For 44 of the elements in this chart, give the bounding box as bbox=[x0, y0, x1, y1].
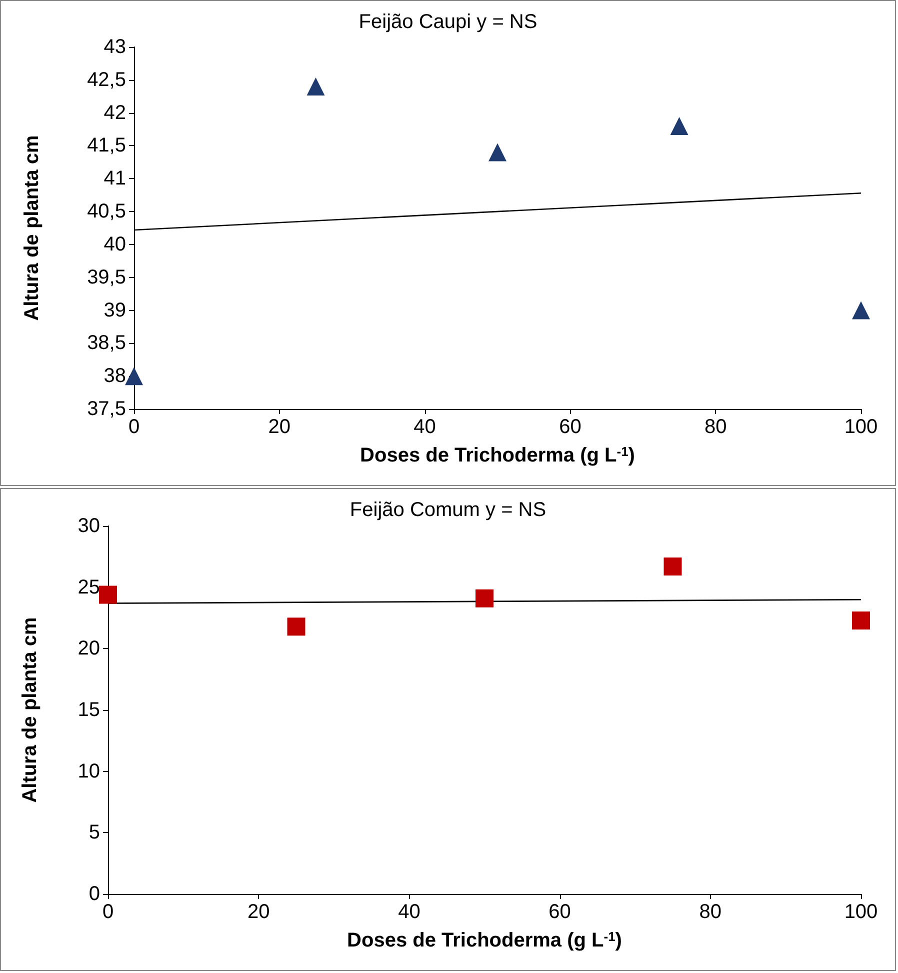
x-tick-label: 40 bbox=[414, 416, 436, 438]
y-tick-label: 42 bbox=[104, 102, 126, 124]
point bbox=[664, 557, 682, 576]
point bbox=[125, 367, 143, 386]
point bbox=[99, 586, 117, 604]
point bbox=[852, 301, 870, 320]
point bbox=[488, 143, 506, 162]
x-tick-label: 20 bbox=[247, 901, 270, 923]
y-tick-label: 42,5 bbox=[87, 68, 126, 91]
x-tick-label: 60 bbox=[559, 416, 582, 438]
point bbox=[306, 77, 325, 96]
y-axis-title: Altura de planta cm bbox=[21, 135, 43, 321]
y-tick-label: 20 bbox=[78, 638, 100, 660]
x-tick-label: 100 bbox=[844, 901, 878, 923]
y-tick-label: 37,5 bbox=[87, 398, 126, 420]
y-tick-label: 41,5 bbox=[87, 134, 126, 157]
y-tick-label: 5 bbox=[88, 822, 100, 844]
x-tick-label: 100 bbox=[844, 416, 878, 438]
x-tick-label: 20 bbox=[268, 416, 291, 438]
y-axis-title: Altura de planta cm bbox=[19, 617, 41, 803]
point bbox=[287, 618, 306, 636]
y-tick-label: 40,5 bbox=[87, 200, 126, 223]
x-tick-label: 80 bbox=[704, 416, 727, 438]
y-tick-label: 30 bbox=[78, 515, 100, 537]
point bbox=[476, 589, 494, 608]
y-tick-label: 25 bbox=[78, 576, 100, 598]
y-tick-label: 41 bbox=[104, 168, 126, 190]
x-tick-label: 40 bbox=[398, 901, 420, 923]
y-tick-label: 40 bbox=[104, 233, 126, 256]
y-tick-label: 38 bbox=[104, 365, 126, 388]
y-tick-label: 39 bbox=[104, 299, 126, 322]
point bbox=[670, 116, 688, 135]
y-tick-label: 38,5 bbox=[87, 332, 126, 354]
point bbox=[852, 611, 870, 630]
y-tick-label: 0 bbox=[88, 883, 100, 905]
x-tick-label: 80 bbox=[699, 901, 722, 923]
x-tick-label: 60 bbox=[548, 901, 571, 923]
y-tick-label: 43 bbox=[104, 36, 126, 58]
y-tick-label: 39,5 bbox=[87, 266, 126, 288]
chart-title: Feijão Comum y = NS bbox=[350, 499, 546, 521]
y-tick-label: 15 bbox=[78, 699, 100, 721]
x-tick-label: 0 bbox=[128, 416, 140, 438]
chart-title: Feijão Caupi y = NS bbox=[358, 11, 538, 33]
y-tick-label: 10 bbox=[78, 760, 100, 782]
